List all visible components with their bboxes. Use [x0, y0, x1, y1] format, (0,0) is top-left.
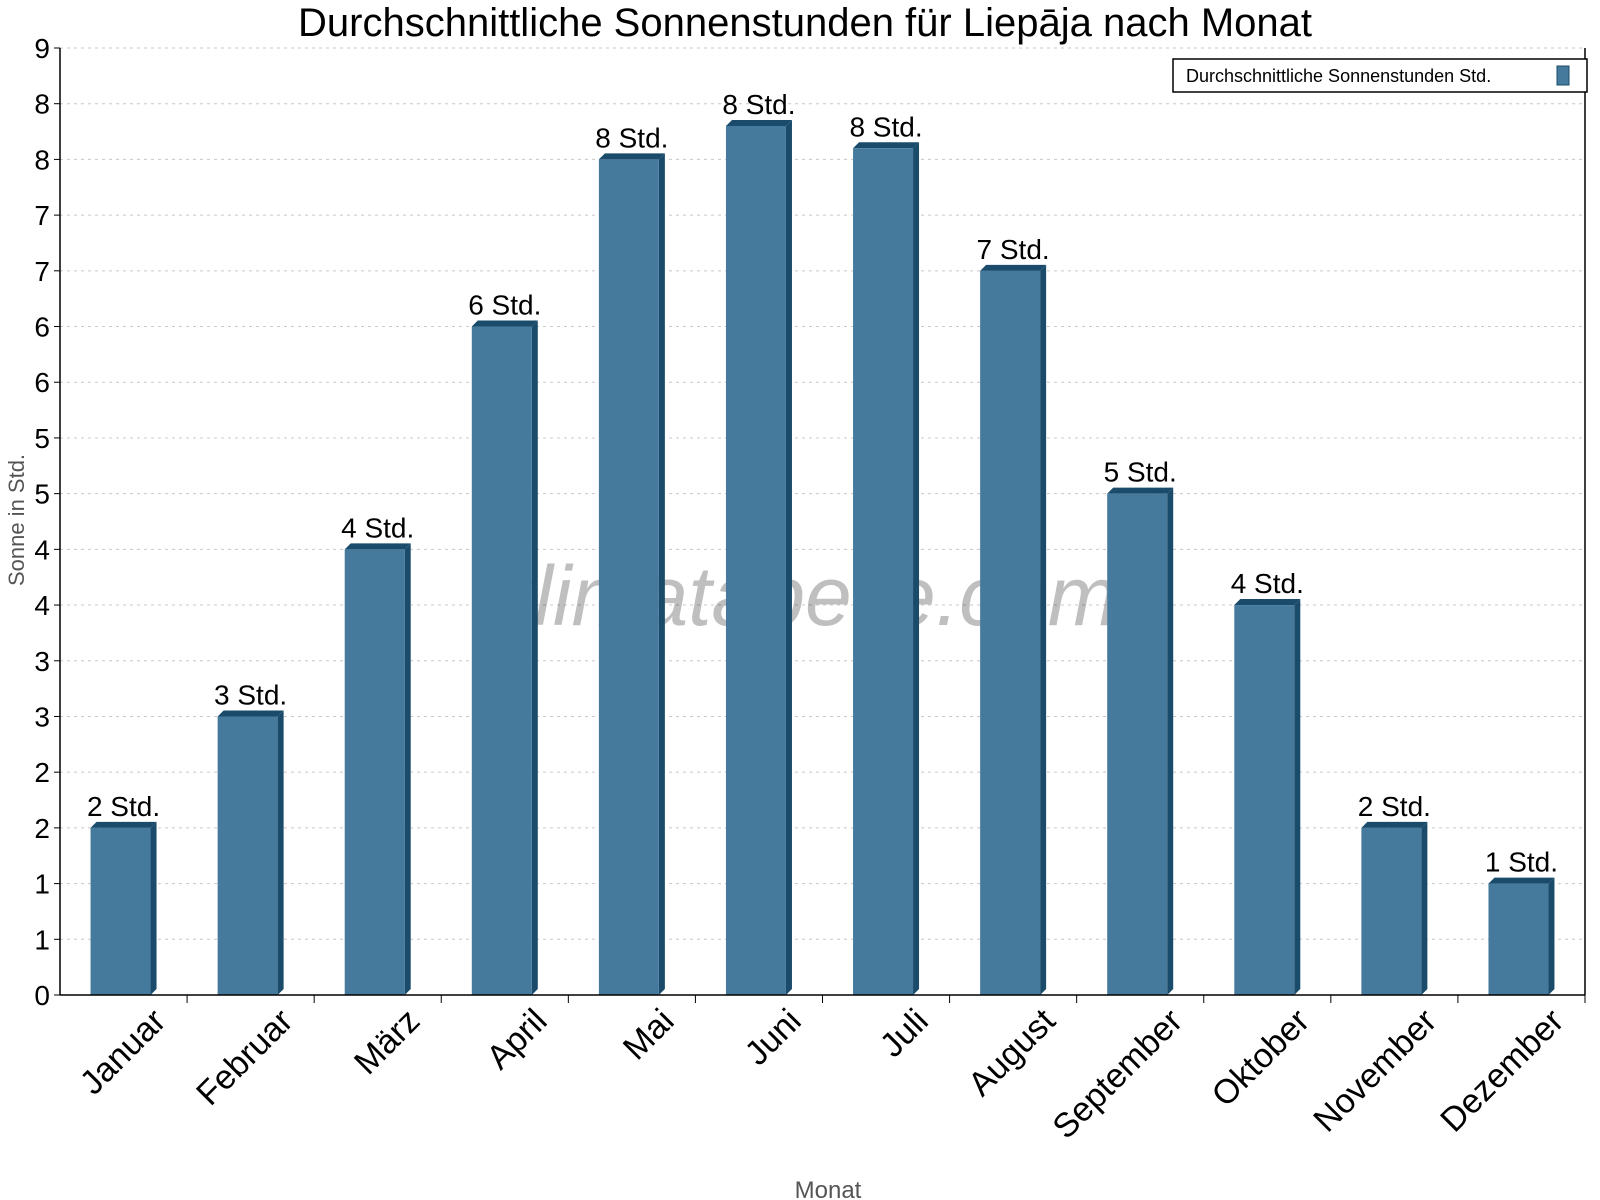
y-tick-label: 5 — [34, 479, 50, 510]
y-tick-label: 4 — [34, 534, 50, 565]
bar-side — [1167, 487, 1174, 995]
bar — [853, 148, 914, 996]
x-tick-label: April — [479, 1002, 554, 1077]
y-tick-label: 3 — [34, 701, 50, 732]
bar-side — [1294, 599, 1301, 995]
y-tick-label: 8 — [34, 144, 50, 175]
bar — [1361, 827, 1422, 995]
bar — [1107, 493, 1168, 995]
bar-top — [980, 264, 1047, 271]
x-tick-label: Mai — [616, 1002, 682, 1068]
bar-top — [853, 142, 920, 149]
bar — [1234, 605, 1295, 995]
x-tick-label: Februar — [189, 1002, 300, 1113]
bar-top — [1107, 487, 1174, 494]
y-tick-label: 2 — [34, 757, 50, 788]
bar — [344, 549, 405, 995]
legend-label: Durchschnittliche Sonnenstunden Std. — [1186, 66, 1491, 86]
data-label: 5 Std. — [1104, 457, 1177, 488]
bar-side — [913, 142, 920, 996]
x-tick-label: Juni — [738, 1002, 809, 1073]
y-tick-label: 0 — [34, 980, 50, 1011]
y-tick-label: 5 — [34, 423, 50, 454]
x-tick-label: März — [347, 1002, 427, 1082]
bar-top — [1361, 821, 1428, 828]
data-label: 4 Std. — [341, 512, 414, 543]
bar-side — [404, 543, 411, 995]
bar-side — [277, 710, 284, 995]
y-tick-label: 3 — [34, 646, 50, 677]
y-axis-label: Sonne in Std. — [4, 454, 29, 586]
data-label: 6 Std. — [468, 290, 541, 321]
x-axis-label: Monat — [795, 1177, 862, 1200]
legend-swatch — [1556, 65, 1570, 86]
y-tick-label: 6 — [34, 312, 50, 343]
bar — [217, 716, 278, 995]
bar-top — [1488, 877, 1555, 884]
bar-top — [471, 320, 538, 327]
bar-side — [658, 153, 665, 996]
bar — [1488, 883, 1549, 995]
data-label: 3 Std. — [214, 679, 287, 710]
legend: Durchschnittliche Sonnenstunden Std. — [1172, 58, 1588, 93]
bar-side — [785, 119, 792, 996]
legend-box — [1172, 58, 1588, 93]
bar-side — [531, 320, 538, 995]
bar-top — [217, 710, 284, 717]
x-tick-label: Dezember — [1433, 1002, 1571, 1140]
y-tick-label: 9 — [34, 33, 50, 64]
data-label: 7 Std. — [977, 234, 1050, 265]
data-label: 1 Std. — [1485, 847, 1558, 878]
bar-side — [1040, 264, 1047, 996]
x-tick-label: August — [961, 1001, 1063, 1103]
data-label: 8 Std. — [849, 111, 922, 142]
y-tick-label: 7 — [34, 256, 50, 287]
data-label: 4 Std. — [1231, 568, 1304, 599]
data-label: 2 Std. — [87, 791, 160, 822]
y-tick-label: 1 — [34, 869, 50, 900]
bar-top — [344, 543, 411, 550]
bar — [725, 125, 786, 996]
bar-side — [1421, 821, 1428, 995]
y-tick-label: 2 — [34, 813, 50, 844]
bar-top — [90, 821, 157, 828]
bar-top — [1234, 599, 1301, 606]
bar — [598, 159, 659, 996]
x-tick-label: Januar — [73, 1002, 173, 1102]
y-tick-label: 6 — [34, 367, 50, 398]
bar-top — [598, 153, 665, 160]
x-tick-label: November — [1306, 1002, 1444, 1140]
data-label: 2 Std. — [1358, 791, 1431, 822]
bar — [90, 827, 151, 995]
x-tick-label: September — [1045, 1002, 1189, 1146]
bar — [471, 326, 532, 995]
data-label: 8 Std. — [595, 122, 668, 153]
x-tick-label: Oktober — [1205, 1002, 1317, 1114]
x-tick-label: Juli — [873, 1002, 936, 1065]
chart-title: Durchschnittliche Sonnenstunden für Liep… — [298, 1, 1312, 45]
y-tick-label: 4 — [34, 590, 50, 621]
bar-side — [150, 821, 157, 995]
data-label: 8 Std. — [722, 89, 795, 120]
bar-top — [725, 119, 792, 126]
y-tick-label: 1 — [34, 924, 50, 955]
bar-side — [1548, 877, 1555, 995]
bar — [980, 270, 1041, 996]
y-tick-label: 8 — [34, 89, 50, 120]
y-tick-label: 7 — [34, 200, 50, 231]
